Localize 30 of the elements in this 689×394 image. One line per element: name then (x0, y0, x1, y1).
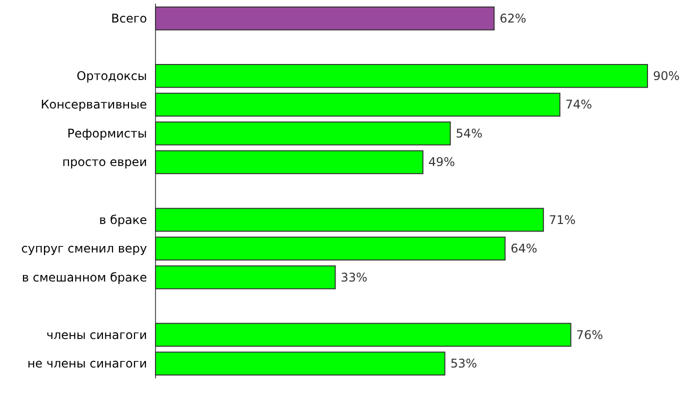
y-tick-label: Консервативные (40, 98, 147, 112)
data-label: 33% (340, 270, 368, 284)
y-tick-label: Всего (111, 11, 147, 26)
bar (155, 92, 560, 117)
y-tick-label: члены синагоги (46, 328, 147, 342)
y-tick-label: супруг сменил веру (21, 242, 147, 256)
bar (155, 150, 424, 174)
data-label: 54% (456, 126, 482, 140)
data-label: 90% (653, 68, 680, 83)
data-label: 74% (565, 98, 592, 112)
bar (155, 64, 648, 88)
data-label: 53% (450, 356, 477, 371)
bar (155, 322, 572, 347)
bar (155, 265, 336, 290)
bar (155, 352, 446, 376)
y-tick-label: Ортодоксы (76, 68, 147, 83)
y-tick-label: в смешанном браке (22, 270, 147, 284)
data-label: 76% (576, 328, 603, 342)
data-label: 64% (510, 242, 538, 256)
bar (155, 236, 506, 260)
y-tick-label: в браке (99, 212, 147, 227)
data-label: 49% (428, 155, 456, 170)
data-label: 71% (548, 212, 576, 227)
y-tick-label: Реформисты (67, 126, 147, 140)
data-label: 62% (500, 11, 526, 26)
bar (155, 6, 495, 30)
bar (155, 122, 451, 146)
bar (155, 208, 544, 232)
y-tick-label: просто евреи (62, 155, 147, 170)
y-tick-label: не члены синагоги (27, 356, 147, 371)
